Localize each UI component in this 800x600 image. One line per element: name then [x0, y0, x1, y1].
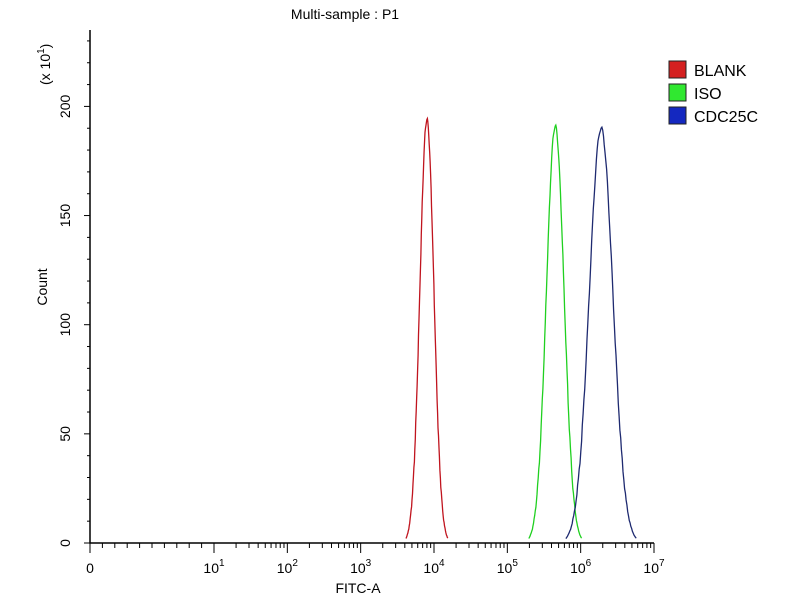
legend-label: BLANK — [694, 63, 747, 80]
x-tick-label: 103 — [350, 558, 372, 576]
series-line-cdc25c — [565, 125, 637, 539]
y-tick-label: 100 — [57, 313, 73, 337]
legend-swatch — [668, 106, 687, 125]
legend-swatch — [668, 83, 687, 102]
y-tick-label: 0 — [57, 539, 73, 547]
legend-label: CDC25C — [694, 109, 758, 126]
x-tick-label: 0 — [86, 560, 94, 576]
y-axis-ticks: 0 50 100 150 200 — [57, 40, 90, 547]
chart-title: Multi-sample : P1 — [291, 6, 399, 22]
svg-text:(x 101): (x 101) — [36, 44, 53, 85]
legend-swatch — [668, 60, 687, 79]
series-line-blank — [405, 116, 449, 539]
series-line-iso — [528, 123, 583, 539]
x-tick-label: 106 — [570, 558, 592, 576]
legend-label: ISO — [694, 86, 722, 103]
x-tick-label: 104 — [423, 558, 445, 576]
y-tick-label: 200 — [57, 95, 73, 119]
x-tick-label: 107 — [643, 558, 665, 576]
axes-frame — [89, 30, 654, 544]
y-axis-label: Count — [34, 268, 50, 305]
y-tick-label: 150 — [57, 204, 73, 228]
x-tick-label: 101 — [203, 558, 225, 576]
x-axis-ticks: 0 101 102 103 104 105 106 107 — [86, 543, 665, 576]
x-tick-label: 105 — [497, 558, 519, 576]
y-tick-label: 50 — [57, 426, 73, 442]
x-axis-label: FITC-A — [335, 580, 381, 596]
legend: BLANK ISO CDC25C — [668, 60, 758, 126]
histogram-series — [405, 116, 637, 539]
x-tick-label: 102 — [277, 558, 299, 576]
y-multiplier-label: (x 101) — [36, 44, 53, 85]
